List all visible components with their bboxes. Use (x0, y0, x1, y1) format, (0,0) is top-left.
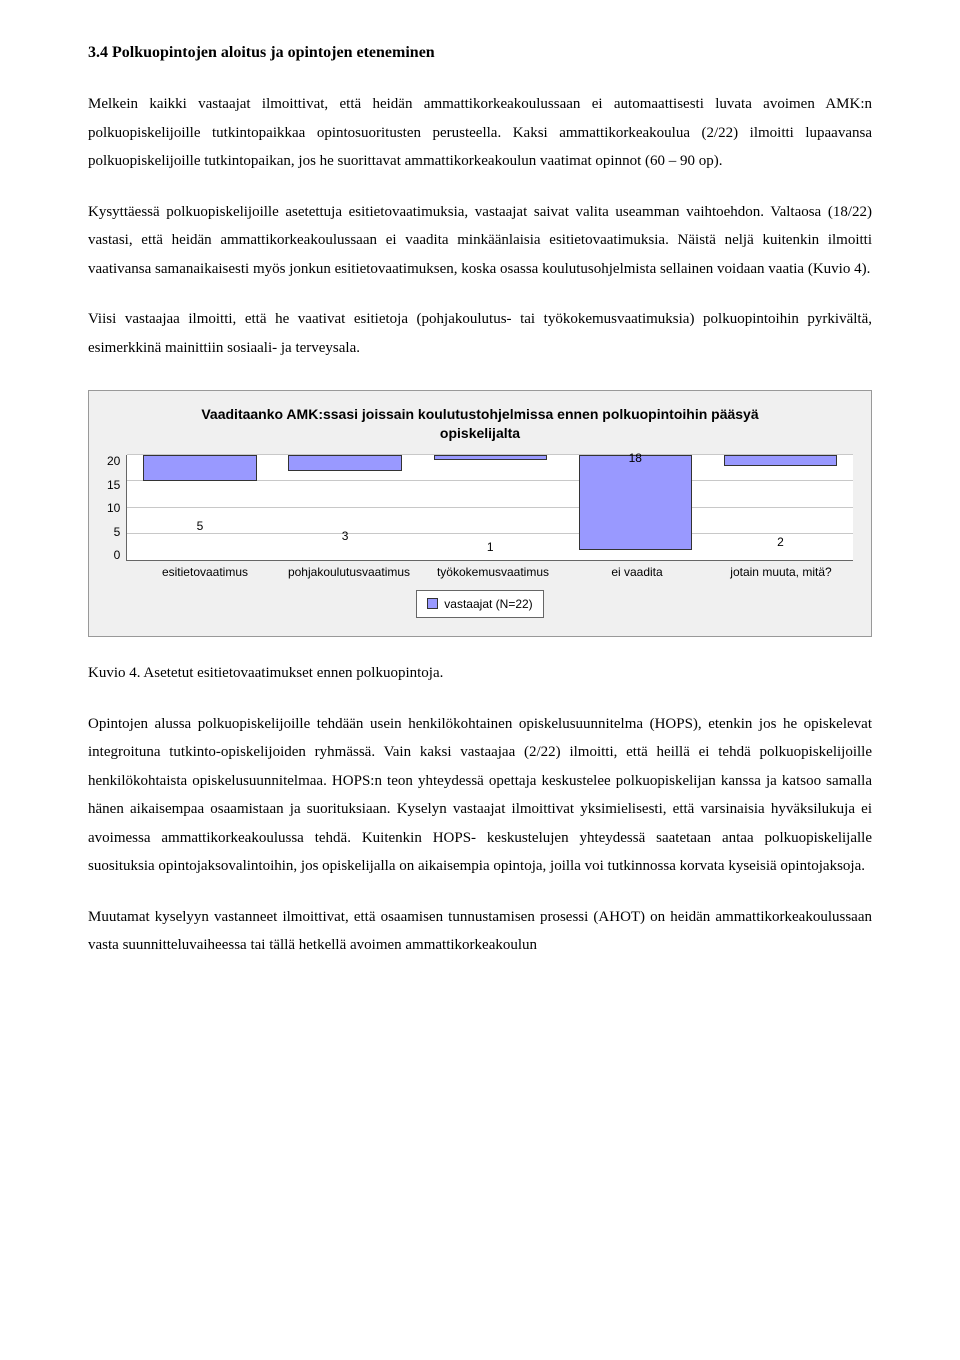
paragraph-5: Muutamat kyselyyn vastanneet ilmoittivat… (88, 903, 872, 960)
bar (288, 455, 401, 471)
paragraph-4: Opintojen alussa polkuopiskelijoille teh… (88, 710, 872, 881)
x-label: ei vaadita (565, 565, 709, 579)
chart-legend: vastaajat (N=22) (107, 590, 853, 619)
x-label: pohjakoulutusvaatimus (277, 565, 421, 579)
paragraph-3: Viisi vastaajaa ilmoitti, että he vaativ… (88, 305, 872, 362)
section-heading: 3.4 Polkuopintojen aloitus ja opintojen … (88, 38, 872, 68)
ytick: 15 (107, 479, 120, 491)
bar (579, 455, 692, 550)
bar (434, 455, 547, 460)
legend-swatch (427, 598, 438, 609)
y-axis-labels: 20 15 10 5 0 (107, 455, 126, 561)
x-label: esitietovaatimus (133, 565, 277, 579)
bar (143, 455, 256, 481)
ytick: 5 (114, 526, 121, 538)
x-label: työkokemusvaatimus (421, 565, 565, 579)
bar-slot: 3 (272, 455, 417, 560)
bar-chart: Vaaditaanko AMK:ssasi joissain koulutust… (88, 390, 872, 637)
bar-slot: 1 (418, 455, 563, 560)
ytick: 20 (107, 455, 120, 467)
bar (724, 455, 837, 466)
chart-title: Vaaditaanko AMK:ssasi joissain koulutust… (167, 405, 793, 443)
paragraph-1: Melkein kaikki vastaajat ilmoittivat, et… (88, 90, 872, 176)
ytick: 0 (114, 549, 121, 561)
paragraph-2: Kysyttäessä polkuopiskelijoille asetettu… (88, 198, 872, 284)
ytick: 10 (107, 502, 120, 514)
bar-slot: 2 (708, 455, 853, 560)
bar-value-label: 5 (197, 520, 204, 532)
bar-value-label: 18 (629, 452, 642, 464)
figure-caption: Kuvio 4. Asetetut esitietovaatimukset en… (88, 659, 872, 688)
bar-slot: 5 (127, 455, 272, 560)
bar-value-label: 3 (342, 530, 349, 542)
legend-label: vastaajat (N=22) (444, 593, 532, 616)
bar-value-label: 2 (777, 536, 784, 548)
bar-slot: 18 (563, 455, 708, 560)
x-axis-labels: esitietovaatimuspohjakoulutusvaatimustyö… (133, 565, 853, 579)
bar-value-label: 1 (487, 541, 494, 553)
x-label: jotain muuta, mitä? (709, 565, 853, 579)
plot-area: 5 3 1 18 2 (126, 455, 853, 561)
